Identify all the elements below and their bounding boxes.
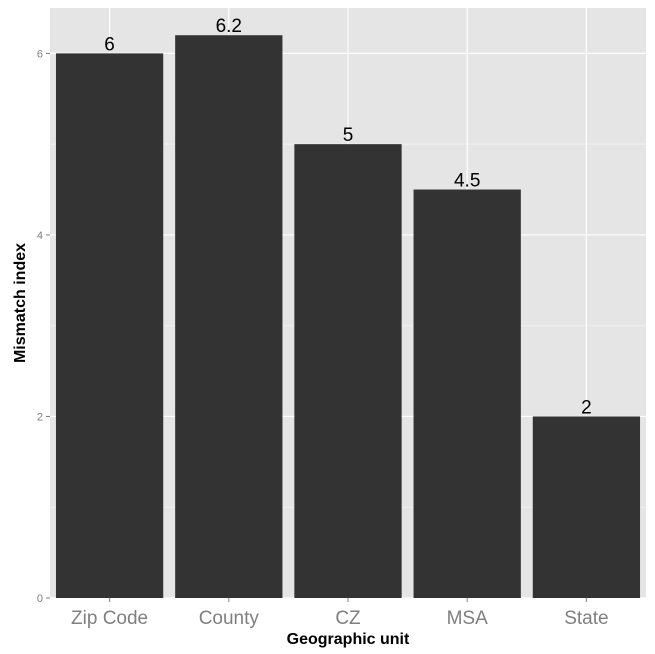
bar [175, 35, 283, 598]
x-axis: Zip Code County CZ MSA State [71, 598, 609, 629]
bar [55, 53, 164, 598]
bar [413, 189, 521, 599]
y-axis-title: Mismatch index [12, 243, 29, 363]
y-axis: 0 2 4 6 [37, 48, 50, 605]
x-axis-title: Geographic unit [287, 631, 410, 648]
bar [294, 144, 402, 598]
bar [532, 416, 641, 598]
bars [55, 35, 641, 599]
x-tick-label: Zip Code [71, 608, 148, 629]
data-labels: 6 6.2 5 4.5 2 [104, 16, 591, 418]
x-tick-label: County [199, 608, 260, 629]
y-tick-label: 2 [37, 411, 43, 423]
data-label: 5 [343, 125, 354, 146]
y-tick-label: 6 [37, 48, 43, 60]
y-tick-label: 4 [37, 230, 43, 242]
data-label: 6 [104, 34, 115, 55]
data-label: 4.5 [454, 171, 480, 192]
y-tick-label: 0 [37, 593, 43, 605]
x-tick-label: CZ [335, 608, 361, 629]
data-label: 2 [581, 397, 592, 418]
x-tick-label: MSA [447, 608, 489, 629]
data-label: 6.2 [216, 16, 242, 37]
x-tick-label: State [564, 608, 608, 629]
